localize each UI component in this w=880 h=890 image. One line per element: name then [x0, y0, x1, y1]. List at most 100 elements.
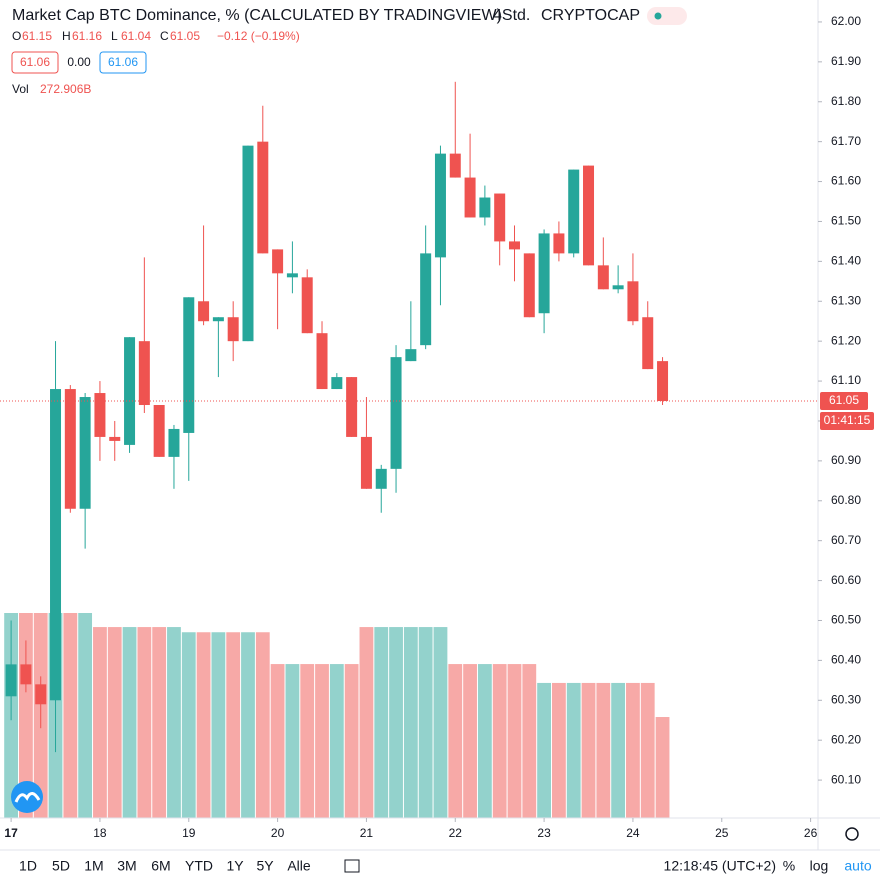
date-range-icon[interactable] [344, 859, 360, 873]
candle-body [183, 297, 195, 433]
candle-body [612, 285, 624, 290]
last-price-tag [820, 392, 868, 411]
volume-bar [581, 682, 596, 818]
range-button[interactable]: Alle [287, 858, 311, 874]
candle-body [168, 428, 180, 457]
y-tick-label: 60.40 [831, 653, 861, 667]
y-tick-label: 61.60 [831, 174, 861, 188]
range-button[interactable]: YTD [185, 858, 213, 874]
volume-last: 272.906B [40, 82, 91, 96]
volume-bar [463, 664, 477, 818]
y-tick-label: 60.60 [831, 573, 861, 587]
ohlc-letter: H [62, 29, 71, 43]
range-button[interactable]: 5D [52, 858, 70, 874]
last-price-label: 61.05 [829, 393, 859, 407]
y-tick-label: 60.20 [831, 732, 861, 746]
clock[interactable]: 12:18:45 (UTC+2) [664, 858, 776, 874]
volume-bar [655, 717, 670, 818]
volume-bar [433, 627, 448, 818]
candle-body [360, 436, 372, 489]
volume-bar [389, 627, 403, 818]
candle-body [390, 357, 402, 469]
volume-bar [626, 682, 640, 818]
y-tick-label: 61.20 [831, 333, 861, 347]
candle-body [272, 249, 284, 274]
settings-icon[interactable] [845, 827, 859, 841]
scale-option[interactable]: % [783, 858, 795, 874]
volume-bar [640, 682, 655, 818]
volume-bar [241, 632, 255, 818]
status-badge[interactable] [647, 7, 687, 25]
range-button[interactable]: 3M [117, 858, 136, 874]
candle-body [212, 317, 224, 322]
y-tick-label: 61.30 [831, 293, 861, 307]
price-box-label: 61.06 [108, 55, 138, 69]
volume-bar [63, 613, 78, 818]
volume-bar [418, 627, 433, 818]
candle-body [124, 337, 136, 445]
volume-bar [78, 613, 93, 818]
range-button[interactable]: 1D [19, 858, 37, 874]
candle-body [420, 253, 432, 346]
volume-bar [374, 627, 389, 818]
candle-body [301, 277, 313, 334]
volume-bar [226, 632, 241, 818]
volume-bar [403, 627, 418, 818]
range-button[interactable]: 6M [151, 858, 170, 874]
volume-bar [522, 664, 537, 818]
ohlc-value: 61.05 [170, 29, 200, 43]
y-tick-label: 61.80 [831, 94, 861, 108]
volume-bar [507, 664, 522, 818]
candle-body [198, 301, 210, 322]
candle-body [35, 684, 47, 705]
volume-bar [255, 632, 270, 818]
volume-bar [359, 627, 374, 818]
candle-body [242, 145, 254, 342]
candle-body [316, 333, 328, 390]
scale-option[interactable]: log [810, 858, 829, 874]
y-tick-label: 61.40 [831, 254, 861, 268]
x-tick-label: 21 [360, 826, 374, 840]
y-tick-label: 60.10 [831, 772, 861, 786]
candle-body [138, 341, 150, 406]
volume-bar [611, 682, 626, 818]
price-box-label: 0.00 [67, 55, 91, 69]
x-tick-label: 25 [715, 826, 729, 840]
volume-bar [181, 632, 196, 818]
range-button[interactable]: 1M [84, 858, 103, 874]
candle-body [5, 664, 17, 697]
x-tick-label: 24 [626, 826, 640, 840]
volume-bar [477, 664, 492, 818]
candle-body [94, 393, 106, 437]
candle-body [50, 389, 62, 701]
volume-bar [122, 627, 137, 818]
logo-mark [14, 792, 41, 803]
volume-bar [107, 627, 122, 818]
y-tick-label: 60.70 [831, 533, 861, 547]
ohlc-letter: O [12, 29, 21, 43]
y-tick-label: 61.90 [831, 54, 861, 68]
candle-body [627, 281, 639, 322]
y-tick-label: 61.50 [831, 214, 861, 228]
x-tick-label: 26 [804, 826, 818, 840]
exchange: CRYPTOCAP [541, 7, 640, 24]
y-tick-label: 61.70 [831, 134, 861, 148]
candle-body [153, 405, 165, 457]
price-box-label: 61.06 [20, 55, 50, 69]
volume-bar [492, 664, 507, 818]
candle-body [464, 177, 476, 218]
countdown: 01:41:15 [824, 413, 871, 427]
x-tick-label: 22 [449, 826, 463, 840]
candle-body [523, 253, 535, 318]
volume-bar [137, 627, 152, 818]
range-button[interactable]: 1Y [226, 858, 244, 874]
scale-option[interactable]: auto [844, 858, 871, 874]
y-tick-label: 61.10 [831, 373, 861, 387]
volume-bar [315, 664, 329, 818]
ohlc-letter: C [160, 29, 169, 43]
volume-bar [19, 613, 33, 818]
range-button[interactable]: 5Y [256, 858, 274, 874]
status-dot [654, 12, 662, 20]
volume-bar [167, 627, 181, 818]
